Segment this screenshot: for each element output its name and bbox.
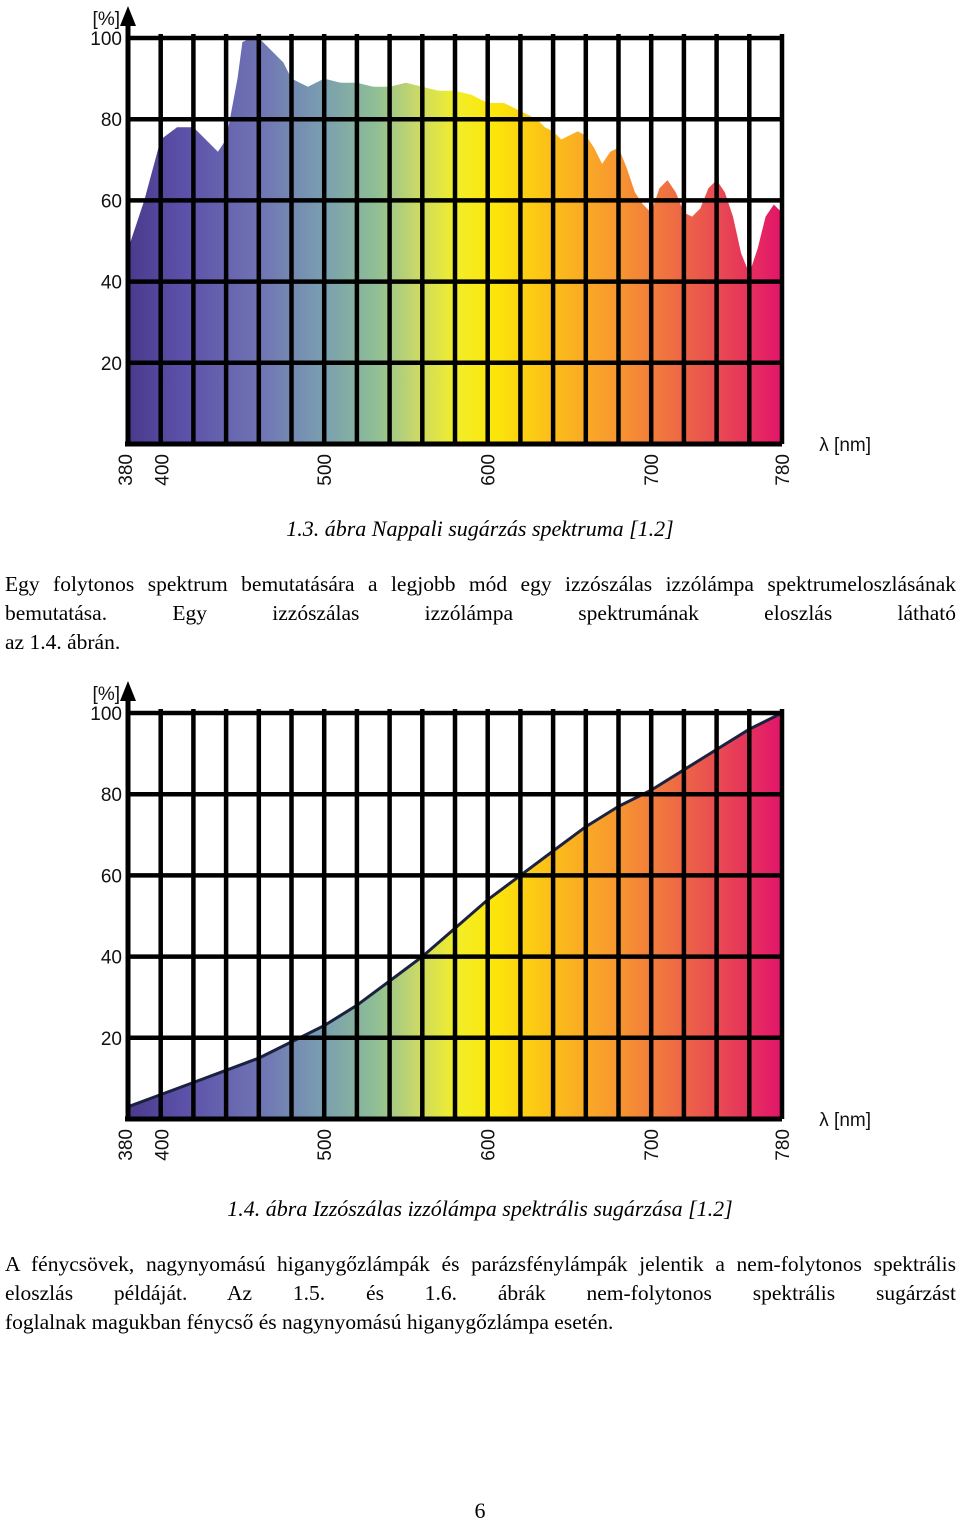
page-number: 6	[474, 1498, 486, 1523]
chart-incandescent-svg: [%] λ [nm] 20 40 60 80 100 380 400 500 600 700 780	[90, 681, 871, 1161]
y-tick-label-100: 100	[90, 704, 122, 725]
x-tick-label-780: 780	[773, 454, 794, 486]
y-tick-label-60: 60	[101, 191, 122, 212]
paragraph-2: A fénycsövek, nagynyomású higanygőzlámpá…	[5, 1250, 956, 1337]
paragraph-1-text: Egy folytonos spektrum bemutatására a le…	[5, 572, 956, 625]
x-tick-label-700: 700	[642, 1129, 663, 1161]
x-tick-label-380: 380	[116, 1129, 137, 1161]
x-tick-label-700: 700	[642, 454, 663, 486]
y-axis-label: [%]	[93, 684, 120, 705]
paragraph-2-text: A fénycsövek, nagynyomású higanygőzlámpá…	[5, 1252, 956, 1305]
y-axis-label: [%]	[93, 9, 120, 30]
x-tick-label-600: 600	[479, 1129, 500, 1161]
x-tick-label-380: 380	[116, 454, 137, 486]
y-tick-label-80: 80	[101, 785, 122, 806]
paragraph-2-end: foglalnak magukban fénycső és nagynyomás…	[5, 1310, 614, 1334]
y-tick-label-80: 80	[101, 110, 122, 131]
x-axis-label: λ [nm]	[819, 1110, 871, 1131]
chart-daylight-svg: [%] λ [nm] 20 40 60 80 100 380 400 500 600 700 780	[90, 6, 871, 486]
y-tick-label-60: 60	[101, 866, 122, 887]
caption-fig14: 1.4. ábra Izzószálas izzólámpa spektráli…	[227, 1196, 733, 1221]
chart-incandescent-spectrum: [%] λ [nm] 20 40 60 80 100 380 400 500 600 700 780	[0, 675, 960, 1185]
y-axis-arrow-icon	[120, 6, 136, 26]
x-tick-label-780: 780	[773, 1129, 794, 1161]
x-tick-label-500: 500	[315, 454, 336, 486]
paragraph-1: Egy folytonos spektrum bemutatására a le…	[5, 570, 956, 657]
y-tick-label-20: 20	[101, 354, 122, 375]
y-tick-label-20: 20	[101, 1029, 122, 1050]
x-tick-label-500: 500	[315, 1129, 336, 1161]
y-axis-arrow-icon	[120, 681, 136, 701]
chart-daylight-spectrum: [%] λ [nm] 20 40 60 80 100 380 400 500 600 700 780	[0, 0, 960, 500]
paragraph-1-end: az 1.4. ábrán.	[5, 630, 121, 654]
caption-fig13: 1.3. ábra Nappali sugárzás spektruma [1.…	[286, 516, 674, 541]
y-tick-label-40: 40	[101, 948, 122, 969]
x-axis-label: λ [nm]	[819, 435, 871, 456]
x-tick-label-600: 600	[479, 454, 500, 486]
x-tick-label-400: 400	[153, 1129, 174, 1161]
y-tick-label-100: 100	[90, 29, 122, 50]
x-tick-label-400: 400	[153, 454, 174, 486]
y-tick-label-40: 40	[101, 273, 122, 294]
